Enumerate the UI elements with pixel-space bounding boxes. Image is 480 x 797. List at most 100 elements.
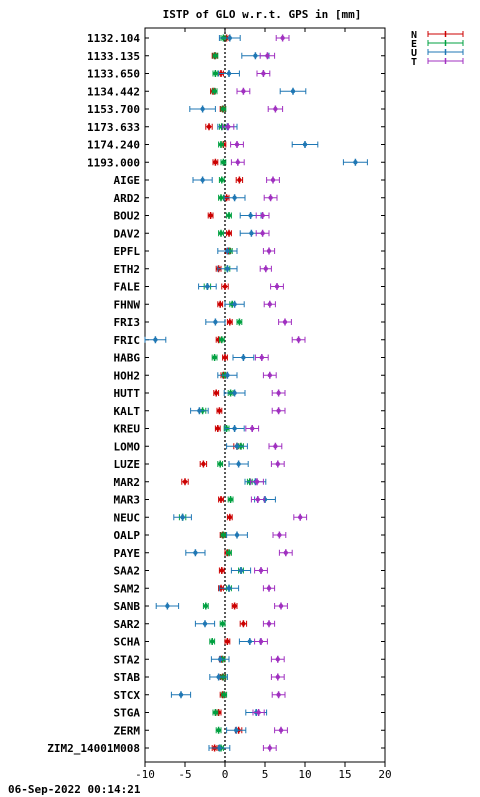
data-point-U [190,407,209,415]
y-tick-label: ZERM [114,724,141,737]
y-tick-label: ETH2 [114,263,141,276]
y-tick-label: FHNW [114,298,141,311]
y-tick-label: FRI3 [114,316,141,329]
data-point-T [293,513,308,521]
data-point-U [223,389,246,397]
legend-label: T [411,57,417,68]
data-point-U [224,300,245,308]
data-point-U [218,584,240,592]
data-point-U [232,354,255,361]
data-point-E [220,531,227,539]
y-tick-label: LUZE [114,458,141,471]
data-point-U [217,265,238,273]
y-tick-label: ARD2 [114,192,141,205]
data-point-T [250,478,264,486]
data-point-N [222,354,228,361]
data-point-U [228,460,249,468]
data-point-E [215,726,222,734]
data-point-T [275,34,290,42]
y-tick-label: HABG [114,352,141,365]
data-point-T [263,194,278,202]
data-point-N [207,212,214,219]
data-point-U [210,655,230,663]
x-tick-label: -10 [135,768,155,781]
data-point-T [266,176,280,184]
data-point-E [227,496,234,503]
legend-label: E [411,39,417,50]
y-tick-label: SAA2 [114,565,141,578]
legend-item-U: U [411,48,464,59]
data-point-U [230,567,252,574]
data-point-U [189,105,216,113]
data-point-E [236,318,243,326]
data-point-T [262,371,277,379]
data-point-E [226,212,232,219]
data-point-E [212,70,219,77]
data-point-U [342,158,368,166]
data-point-U [217,247,238,255]
data-point-U [173,513,192,521]
data-point-E [218,194,224,202]
y-tick-label: STCX [114,689,141,702]
data-point-E [218,176,225,184]
data-point-E [218,229,224,237]
data-point-U [217,371,238,379]
data-point-N [235,176,244,184]
y-tick-label: 1174.240 [87,139,140,152]
data-point-E [212,52,219,60]
y-tick-label: EPFL [114,245,141,258]
data-point-T [259,52,276,60]
plot-area: -10 -5 0 5 10 15 20 1132.104 1133.135 1133.650 113… [47,27,392,781]
chart-title: ISTP of GLO w.r.t. GPS in [mm] [163,8,362,21]
data-point-U [170,691,192,699]
data-point-T [222,123,235,131]
data-point-T [255,229,270,237]
data-point-E [219,620,226,628]
y-tick-label: AIGE [114,174,141,187]
data-point-T [270,673,285,681]
y-tick-label: 1133.650 [87,68,140,81]
data-point-E [220,158,227,166]
y-tick-label: HOH2 [114,369,141,382]
data-point-U [192,176,213,184]
data-point-T [230,141,244,148]
y-tick-label: 1133.135 [87,50,140,63]
data-point-U [279,87,307,95]
y-tick-label: MAR3 [114,494,141,507]
data-point-N [226,513,233,521]
data-point-N [213,389,220,397]
y-tick-label: 1153.700 [87,103,140,116]
data-point-T [250,496,265,503]
data-point-N [231,602,238,610]
series-U [144,34,368,752]
data-point-N [218,567,225,574]
data-point-T [236,87,251,95]
data-point-T [262,584,276,592]
data-point-E [218,141,224,148]
y-tick-label: SCHA [114,636,141,649]
series-T [222,34,308,752]
data-point-E [220,105,227,113]
data-point-U [226,531,248,539]
data-point-E [211,354,218,361]
data-point-N [226,229,232,237]
data-point-U [218,70,240,77]
data-point-U [218,34,241,42]
data-point-U [194,620,216,628]
y-tick-label: FALE [114,281,141,294]
y-tick-label: SANB [114,600,141,613]
data-point-T [278,318,292,326]
data-point-N [216,407,223,415]
data-point-T [268,442,283,450]
data-point-T [274,726,288,734]
legend-label: U [411,48,417,59]
data-point-U [226,726,247,734]
data-point-T [271,691,286,699]
y-tick-label: 1193.000 [87,156,140,169]
data-point-T [259,265,272,273]
data-point-T [270,460,285,468]
data-point-U [198,283,217,290]
data-point-U [208,744,231,752]
